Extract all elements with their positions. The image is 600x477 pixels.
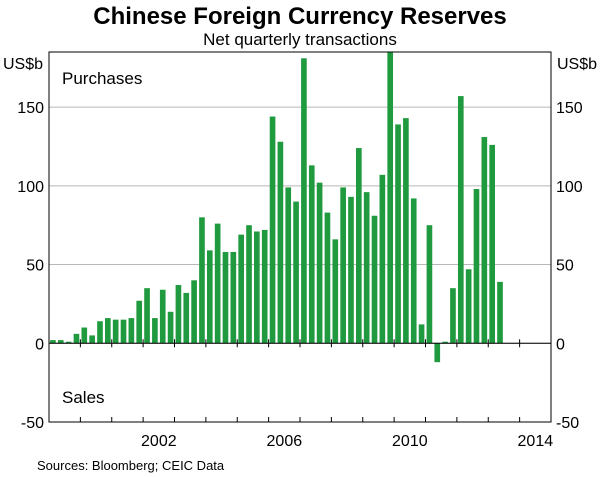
bar	[316, 182, 323, 344]
bar	[465, 269, 472, 344]
y-tick-label-right: 50	[556, 258, 574, 275]
bar	[277, 141, 284, 344]
bar	[363, 192, 370, 344]
bar	[214, 223, 221, 344]
bar	[473, 188, 480, 344]
y-tick-label-left: 0	[35, 336, 44, 353]
bar	[332, 239, 339, 344]
y-tick-label-right: -50	[556, 415, 579, 432]
bar	[65, 341, 72, 344]
bar	[348, 196, 354, 344]
bar	[246, 225, 252, 344]
bar	[285, 187, 292, 344]
bar	[379, 174, 386, 344]
y-tick-label-right: 150	[556, 100, 583, 117]
bar	[175, 285, 182, 344]
bar	[152, 318, 158, 344]
bar	[191, 280, 197, 344]
y-unit-left: US$b	[3, 56, 43, 73]
bar	[340, 187, 346, 344]
bar	[112, 319, 119, 344]
bar	[442, 341, 448, 344]
y-tick-label-left: 50	[26, 258, 44, 275]
source-note: Sources: Bloomberg; CEIC Data	[37, 458, 225, 473]
bar	[497, 281, 503, 344]
bar	[81, 327, 88, 344]
bar	[395, 124, 401, 344]
bar	[308, 165, 315, 344]
bar	[159, 289, 166, 344]
chart-title: Chinese Foreign Currency Reserves	[93, 3, 507, 30]
bar	[434, 343, 441, 363]
bar	[238, 234, 244, 344]
bar	[89, 335, 95, 344]
y-tick-label-left: 100	[17, 179, 44, 196]
bar	[120, 319, 127, 344]
bar	[457, 96, 464, 344]
bar	[489, 144, 495, 344]
bar	[73, 333, 80, 344]
x-tick-label: 2002	[141, 433, 177, 450]
y-tick-label-right: 0	[556, 336, 565, 353]
bar	[183, 292, 190, 344]
bar	[136, 300, 143, 344]
x-tick-label: 2014	[518, 433, 554, 450]
bar	[410, 198, 417, 344]
bar	[167, 311, 174, 344]
bar	[387, 52, 394, 344]
bar	[261, 229, 268, 344]
y-tick-label-left: -50	[21, 415, 44, 432]
y-tick-label-right: 100	[556, 179, 583, 196]
bar	[403, 118, 409, 344]
bar	[97, 321, 103, 344]
bar	[57, 340, 64, 344]
bar	[199, 217, 205, 344]
x-tick-label: 2010	[392, 433, 428, 450]
bar	[301, 58, 307, 344]
bar	[206, 250, 213, 344]
bar	[50, 340, 56, 344]
bar	[144, 288, 150, 344]
bar	[269, 116, 276, 344]
bar	[230, 251, 237, 344]
bar	[105, 318, 111, 344]
sales-label: Sales	[62, 388, 105, 407]
bar	[324, 212, 331, 344]
chart-subtitle: Net quarterly transactions	[203, 30, 397, 49]
y-tick-label-left: 150	[17, 100, 44, 117]
bar	[293, 201, 299, 344]
bar	[371, 215, 378, 344]
bar	[450, 288, 456, 344]
bar	[254, 231, 260, 344]
bar	[356, 148, 362, 344]
bar	[426, 225, 433, 344]
purchases-label: Purchases	[62, 69, 142, 88]
bar	[222, 251, 229, 344]
bar	[418, 324, 425, 344]
bar	[481, 137, 488, 344]
y-unit-right: US$b	[557, 56, 597, 73]
x-tick-label: 2006	[267, 433, 303, 450]
bar	[128, 318, 135, 344]
